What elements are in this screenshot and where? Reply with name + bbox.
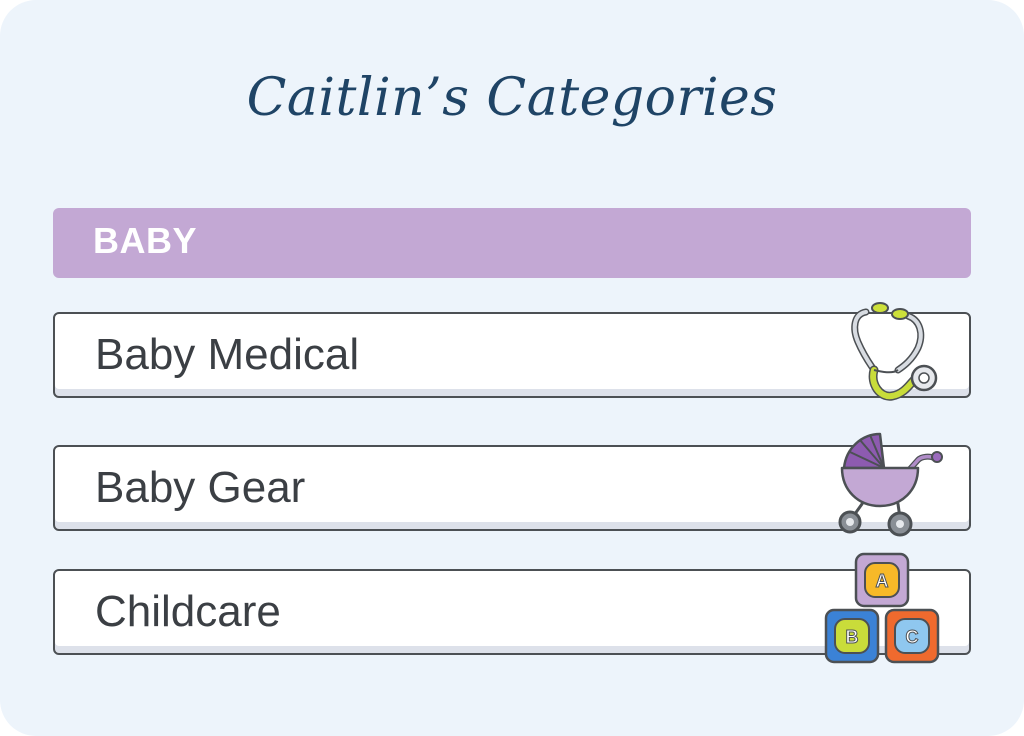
block-letter-a: A <box>876 571 889 591</box>
block-letter-c: C <box>906 627 919 647</box>
category-label: Childcare <box>95 587 281 636</box>
category-row-baby-medical[interactable]: Baby Medical <box>53 312 971 398</box>
category-row-childcare[interactable]: Childcare <box>53 569 971 655</box>
stroller-icon <box>838 432 943 537</box>
page-title: Caitlin’s Categories <box>246 68 778 128</box>
category-label: Baby Medical <box>95 330 360 379</box>
section-header-baby: BABY <box>53 208 971 278</box>
category-label: Baby Gear <box>95 463 306 512</box>
block-letter-b: B <box>846 627 859 647</box>
category-row-baby-gear[interactable]: Baby Gear <box>53 445 971 531</box>
abc-blocks-icon: A B C <box>824 552 940 664</box>
stethoscope-icon <box>851 302 938 401</box>
section-header-label: BABY <box>93 220 198 261</box>
